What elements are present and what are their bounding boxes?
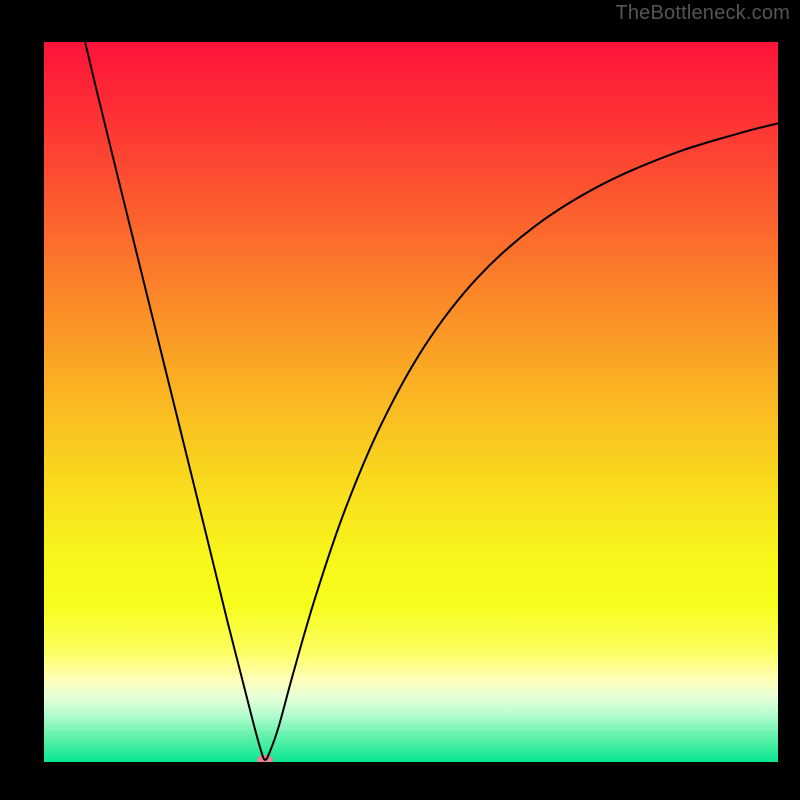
plot-svg bbox=[0, 0, 800, 800]
chart-container: TheBottleneck.com bbox=[0, 0, 800, 800]
attribution-label: TheBottleneck.com bbox=[615, 2, 790, 25]
plot-background bbox=[44, 42, 778, 762]
